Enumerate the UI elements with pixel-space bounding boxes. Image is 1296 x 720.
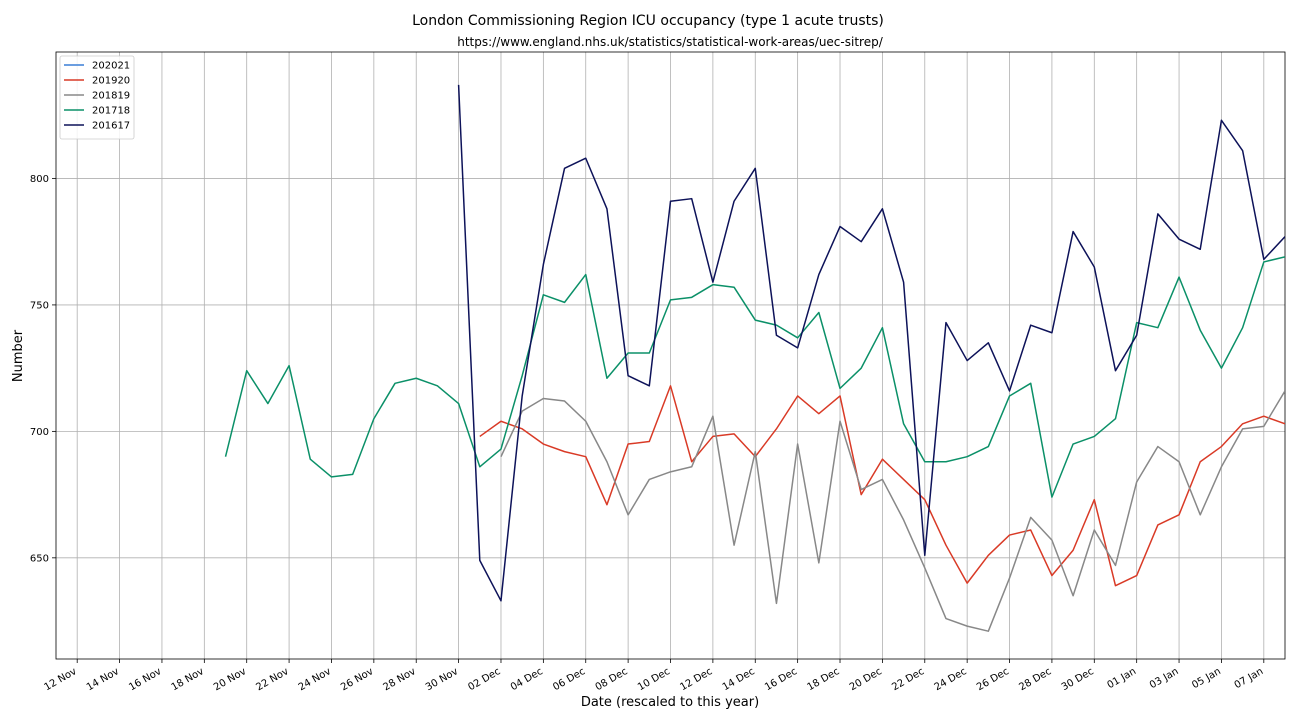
legend-entry-201920: 201920 [92,76,130,87]
x-tick-label: 14 Nov [85,666,121,693]
x-tick-label: 06 Dec [551,666,587,693]
x-gridlines [76,52,1265,659]
x-tick-label: 24 Nov [297,666,333,693]
legend-entry-201819: 201819 [92,91,130,102]
x-tick-label: 10 Dec [636,666,672,693]
legend-entry-202021: 202021 [92,61,130,72]
x-tick-label: 30 Dec [1060,666,1096,693]
x-axis-ticks: 12 Nov 14 Nov 16 Nov 18 Nov 20 Nov 22 Nov 24 N… [43,659,1266,693]
x-tick-label: 22 Nov [254,666,290,693]
x-tick-label: 08 Dec [594,666,630,693]
x-tick-label: 22 Dec [890,666,926,693]
x-tick-label: 03 Jan [1148,666,1181,691]
y-axis-label: Number [11,329,26,382]
y-gridlines [56,178,1285,559]
series-line-201617 [457,84,1285,602]
x-tick-label: 26 Nov [339,666,375,693]
x-tick-label: 01 Jan [1106,666,1139,691]
series-line-201920 [479,385,1285,587]
series-line-201819 [500,390,1285,632]
x-tick-label: 20 Nov [212,666,248,693]
chart-title: London Commissioning Region ICU occupanc… [412,13,884,29]
legend-entry-201617: 201617 [92,121,130,132]
x-axis-label: Date (rescaled to this year) [581,695,759,710]
x-tick-label: 28 Dec [1017,666,1053,693]
y-tick-label: 750 [30,300,49,311]
x-tick-label: 04 Dec [509,666,545,693]
legend-entry-201718: 201718 [92,106,130,117]
series-line-201718 [224,256,1285,498]
x-tick-label: 16 Dec [763,666,799,693]
y-tick-label: 800 [30,174,49,185]
x-tick-label: 02 Dec [466,666,502,693]
x-tick-label: 26 Dec [975,666,1011,693]
y-tick-label: 700 [30,427,49,438]
x-tick-label: 18 Dec [805,666,841,693]
legend-box [59,55,135,140]
x-tick-label: 16 Nov [127,666,163,693]
x-tick-label: 05 Jan [1190,666,1223,691]
x-tick-label: 20 Dec [848,666,884,693]
x-tick-label: 30 Nov [424,666,460,693]
x-tick-label: 18 Nov [170,666,206,693]
x-tick-label: 14 Dec [721,666,757,693]
x-tick-label: 12 Nov [43,666,79,693]
x-tick-label: 12 Dec [678,666,714,693]
x-tick-label: 28 Nov [382,666,418,693]
series-lines [224,84,1285,632]
x-tick-label: 24 Dec [933,666,969,693]
x-tick-label: 07 Jan [1233,666,1266,691]
legend: 202021 201920 201819 201718 201617 [59,55,135,140]
y-axis-ticks: 650 700 750 800 [30,174,56,564]
chart-subtitle: https://www.england.nhs.uk/statistics/st… [457,35,883,49]
y-tick-label: 650 [30,553,49,564]
